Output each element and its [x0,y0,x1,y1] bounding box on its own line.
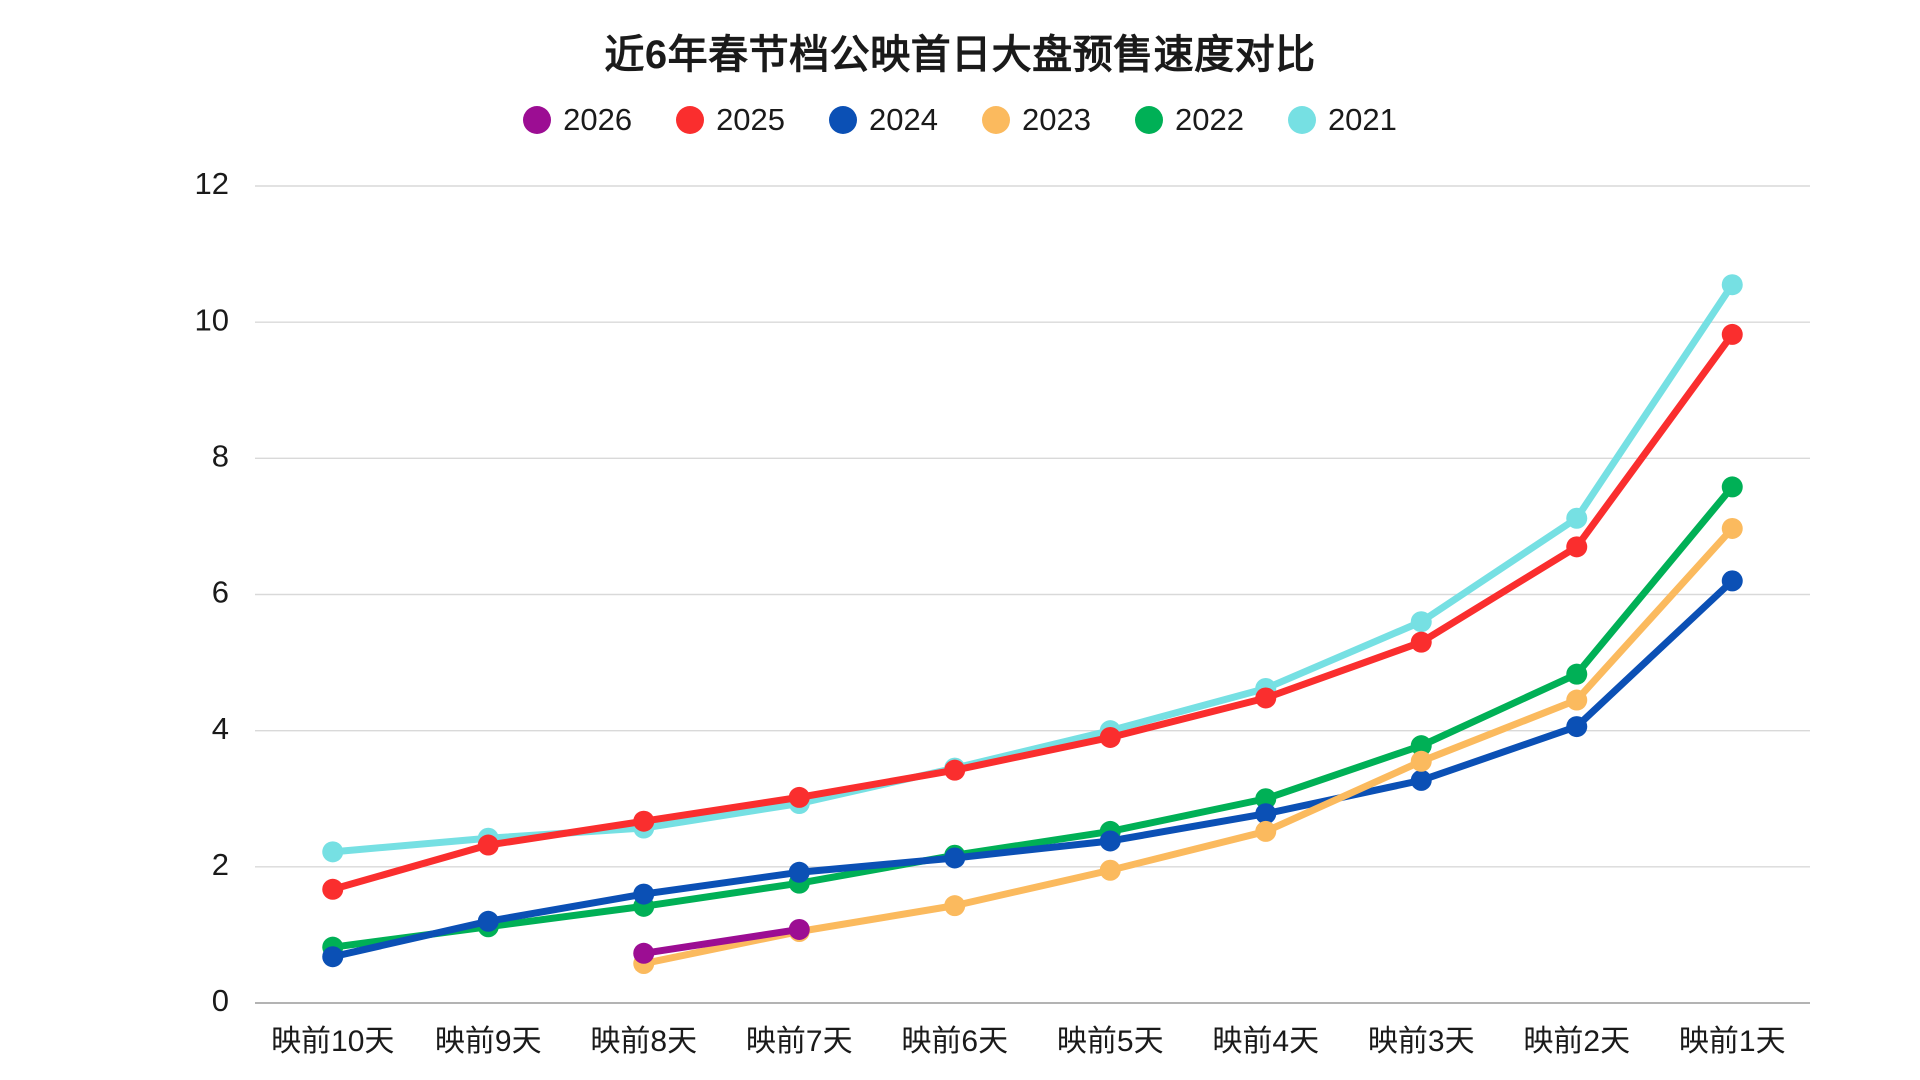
data-point[interactable] [1566,536,1588,558]
data-point[interactable] [1721,517,1743,539]
data-point[interactable] [944,847,966,869]
series-line-2026 [640,925,803,957]
x-axis-tick-label: 映前1天 [1679,1025,1786,1058]
x-axis-tick-label: 映前10天 [271,1025,394,1058]
y-axis-tick-label: 2 [212,847,229,882]
page-title: 近6年春节档公映首日大盘预售速度对比 [604,33,1316,77]
data-point[interactable] [1566,689,1588,711]
x-axis-tick-label: 映前8天 [590,1025,697,1058]
legend-marker-icon [523,105,552,134]
data-point[interactable] [1099,726,1121,748]
data-point[interactable] [1410,735,1432,757]
legend-marker-icon [982,105,1010,134]
x-axis-tick-label: 映前4天 [1212,1025,1319,1058]
legend-marker-icon [1134,105,1163,134]
series-2025 [322,323,1743,900]
data-point[interactable] [1255,820,1277,842]
series-line-2024 [329,577,1736,961]
data-point[interactable] [322,841,344,863]
legend-item-2023[interactable]: 2023 [982,104,1091,135]
legend-item-label: 2023 [1022,102,1091,137]
series-line-2023 [640,524,1736,968]
series-line-2022 [329,483,1736,951]
data-point[interactable] [477,834,499,856]
legend-marker-icon [829,105,858,134]
data-point[interactable] [1566,716,1588,738]
data-point[interactable] [1410,631,1432,653]
data-point[interactable] [1099,859,1121,881]
y-axis-tick-label: 0 [212,983,229,1018]
x-axis-tick-label: 映前3天 [1368,1025,1475,1058]
data-point[interactable] [1255,788,1277,810]
y-axis-tick-label: 4 [212,711,229,746]
data-point[interactable] [1410,611,1432,633]
legend-item-2026[interactable]: 2026 [523,104,632,135]
legend-marker-icon [1287,105,1316,134]
y-axis-tick-label: 6 [212,575,229,610]
y-axis-tick-label: 8 [212,439,229,474]
series-2026 [633,918,810,964]
data-point[interactable] [788,861,810,883]
data-point[interactable] [477,910,499,932]
data-point[interactable] [1099,830,1121,852]
legend-marker-icon [676,105,705,134]
series-line-2021 [329,281,1736,856]
data-point[interactable] [944,759,966,781]
data-point[interactable] [1410,750,1432,772]
data-point[interactable] [1566,507,1588,529]
data-point[interactable] [1721,274,1743,296]
legend-item-2024[interactable]: 2024 [829,104,938,135]
data-point[interactable] [322,946,344,968]
legend-item-2022[interactable]: 2022 [1134,102,1244,137]
series-2023 [633,517,1743,975]
legend-item-2021[interactable]: 2021 [1287,102,1397,137]
data-point[interactable] [633,883,655,905]
data-point[interactable] [1721,323,1743,345]
data-point[interactable] [788,786,810,808]
data-point[interactable] [1255,687,1277,709]
x-axis-tick-label: 映前2天 [1523,1025,1630,1058]
data-point[interactable] [1566,663,1588,685]
series-line-2025 [329,330,1736,893]
chart-legend: 2026 2025 2024 2023 2022 2021 [0,104,1920,135]
x-axis-tick-label: 映前7天 [746,1025,853,1058]
data-point[interactable] [1255,803,1277,825]
data-point[interactable] [322,878,344,900]
series-2024 [322,570,1743,968]
legend-item-2025[interactable]: 2025 [676,104,785,135]
legend-item-label: 2026 [563,102,633,137]
legend-item-label: 2022 [1174,102,1244,137]
x-axis-tick-label: 映前6天 [901,1025,1008,1058]
data-point[interactable] [633,942,655,964]
legend-item-label: 2025 [716,102,786,137]
legend-item-label: 2021 [1327,102,1397,137]
series-2021 [322,274,1743,863]
data-point[interactable] [788,918,810,940]
data-point[interactable] [944,895,966,917]
data-point[interactable] [633,810,655,832]
data-point[interactable] [1410,769,1432,791]
x-axis-tick-label: 映前9天 [435,1025,542,1058]
x-axis-tick-label: 映前5天 [1057,1025,1164,1058]
legend-item-label: 2024 [869,102,938,137]
y-axis-tick-label: 10 [195,302,229,337]
data-point[interactable] [1721,570,1743,592]
data-point[interactable] [1721,476,1743,498]
y-axis-tick-label: 12 [195,166,229,201]
